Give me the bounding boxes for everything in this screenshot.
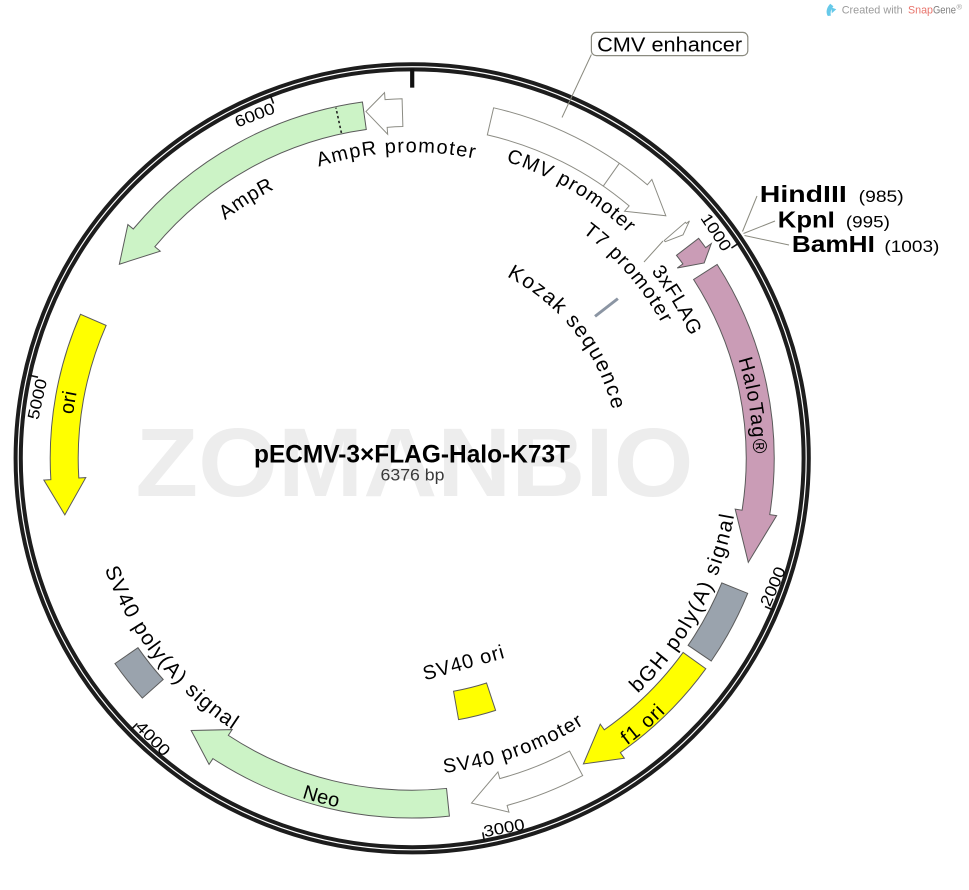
svg-text:pECMV-3×FLAG-Halo-K73T: pECMV-3×FLAG-Halo-K73T [254, 441, 570, 469]
svg-text:®: ® [957, 3, 963, 12]
svg-text:Snap: Snap [908, 5, 933, 17]
svg-text:ori: ori [56, 389, 82, 415]
svg-text:6376 bp: 6376 bp [381, 466, 445, 485]
svg-text:(985): (985) [859, 187, 904, 206]
svg-text:ZOMANBIO: ZOMANBIO [136, 408, 694, 517]
svg-text:(995): (995) [846, 213, 890, 232]
svg-text:KpnI: KpnI [778, 207, 835, 233]
svg-text:(1003): (1003) [884, 237, 939, 256]
svg-text:Created with: Created with [842, 5, 906, 17]
svg-text:BamHI: BamHI [792, 231, 875, 257]
svg-text:CMV enhancer: CMV enhancer [597, 34, 742, 56]
svg-text:HindIII: HindIII [760, 181, 847, 207]
svg-text:Gene: Gene [933, 5, 956, 17]
